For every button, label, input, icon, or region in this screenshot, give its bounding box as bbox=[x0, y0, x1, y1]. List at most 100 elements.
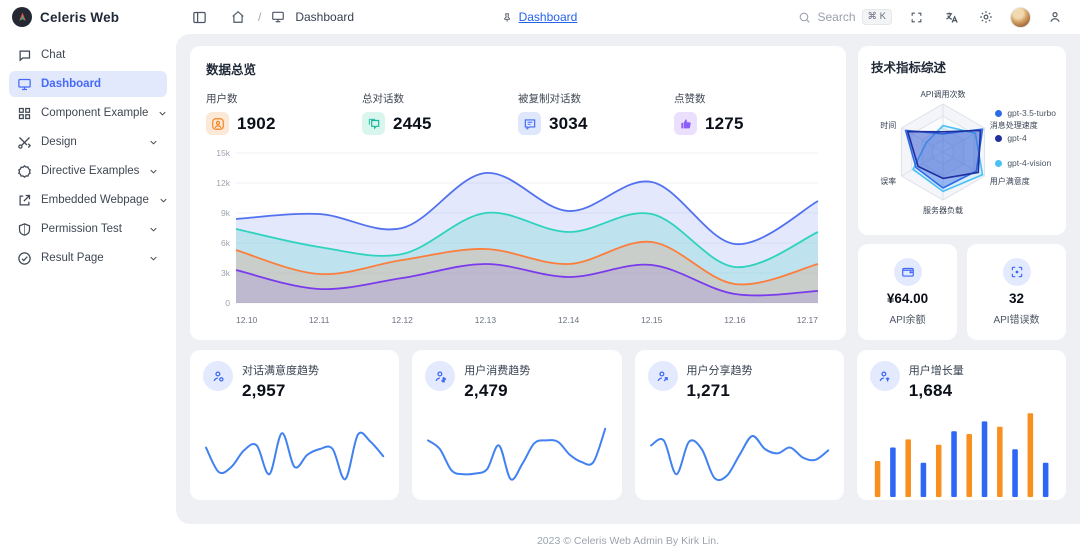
share-spark-chart bbox=[648, 405, 831, 493]
scan-icon bbox=[1002, 258, 1031, 286]
svg-text:误率: 误率 bbox=[880, 176, 896, 186]
app-logo-block[interactable]: Celeris Web bbox=[0, 7, 176, 27]
breadcrumb: / Dashboard bbox=[188, 6, 354, 28]
sidebar-item-dashboard[interactable]: Dashboard bbox=[9, 71, 167, 97]
settings-gear-icon[interactable] bbox=[975, 6, 997, 28]
tab-bar: Dashboard bbox=[500, 0, 578, 34]
svg-text:12.11: 12.11 bbox=[309, 315, 330, 325]
fullscreen-icon[interactable] bbox=[905, 6, 927, 28]
stat-total-conversations: 总对话数 2445 bbox=[362, 91, 518, 135]
chevron-down-icon bbox=[148, 224, 159, 235]
legend-gpt-4[interactable]: gpt-4 bbox=[995, 133, 1056, 143]
search-placeholder: Search bbox=[817, 10, 856, 24]
legend-dot bbox=[995, 159, 1003, 167]
user-growth-icon bbox=[869, 361, 900, 391]
chat-icon bbox=[19, 50, 31, 62]
sidebar-item-directive-examples[interactable]: Directive Examples bbox=[9, 158, 167, 184]
satisfaction-trend-card: 对话满意度趋势 2,957 bbox=[190, 350, 400, 500]
share-trend-card: 用户分享趋势 1,271 bbox=[634, 350, 844, 500]
user-share-icon bbox=[647, 361, 678, 391]
sidebar-item-chat[interactable]: Chat bbox=[9, 42, 167, 68]
overview-area-chart: 0 3k 6k 9k 12k 15k 12.10 12.11 12.12 12.13 12.14 12… bbox=[206, 143, 830, 331]
svg-text:12.14: 12.14 bbox=[558, 315, 580, 325]
spend-spark-chart bbox=[425, 405, 608, 493]
external-link-icon bbox=[19, 194, 31, 205]
legend-dot bbox=[995, 109, 1003, 117]
legend-label: gpt-4-vision bbox=[1007, 158, 1052, 168]
stat-likes: 点赞数 1275 bbox=[674, 91, 830, 135]
stat-value: 2445 bbox=[393, 113, 432, 133]
sidebar-item-permission-test[interactable]: Permission Test bbox=[9, 216, 167, 242]
sidebar: Chat Dashboard Component Example Design … bbox=[0, 34, 176, 558]
sidebar-item-label: Embedded Webpage bbox=[41, 194, 149, 206]
api-errors-value: 32 bbox=[1008, 291, 1025, 306]
api-balance-card: ¥64.00 API余额 bbox=[858, 244, 957, 340]
chevron-down-icon bbox=[157, 108, 168, 119]
spend-trend-card: 用户消费趋势 2,479 bbox=[412, 350, 622, 500]
svg-text:6k: 6k bbox=[221, 238, 231, 248]
svg-text:消息处理速度: 消息处理速度 bbox=[990, 120, 1038, 130]
chevron-down-icon bbox=[148, 253, 159, 264]
footer-text: 2023 © Celeris Web Admin By Kirk Lin. bbox=[536, 535, 720, 547]
trend-title: 对话满意度趋势 bbox=[242, 365, 319, 377]
svg-text:0: 0 bbox=[225, 298, 230, 308]
page-footer: 2023 © Celeris Web Admin By Kirk Lin. bbox=[176, 524, 1080, 558]
svg-text:12.13: 12.13 bbox=[475, 315, 497, 325]
main-content: 数据总览 用户数 1902 总对话数 bbox=[176, 34, 1080, 524]
api-errors-card: 32 API错误数 bbox=[967, 244, 1066, 340]
svg-text:12.17: 12.17 bbox=[797, 315, 819, 325]
chat-square-icon bbox=[518, 112, 541, 135]
profile-icon[interactable] bbox=[1044, 6, 1066, 28]
pin-icon[interactable] bbox=[500, 6, 514, 28]
app-title: Celeris Web bbox=[40, 9, 120, 25]
home-icon[interactable] bbox=[227, 6, 249, 28]
trend-value: 1,271 bbox=[686, 381, 731, 400]
search-shortcut: ⌘ K bbox=[861, 9, 892, 25]
svg-text:API调用次数: API调用次数 bbox=[921, 89, 966, 99]
user-circle-icon bbox=[206, 112, 229, 135]
trend-title: 用户分享趋势 bbox=[686, 365, 753, 377]
sidebar-item-label: Directive Examples bbox=[41, 165, 140, 177]
top-header: Celeris Web / Dashboard Dashboard bbox=[0, 0, 1080, 34]
stat-value: 1275 bbox=[705, 113, 744, 133]
monitor-icon bbox=[270, 6, 286, 28]
svg-text:12.16: 12.16 bbox=[724, 315, 746, 325]
user-satisfaction-icon bbox=[203, 361, 233, 391]
legend-gpt-35-turbo[interactable]: gpt-3.5-turbo bbox=[995, 108, 1056, 118]
sidebar-item-component-example[interactable]: Component Example bbox=[9, 100, 167, 126]
svg-text:服务器负载: 服务器负载 bbox=[923, 205, 963, 215]
sidebar-item-embedded-webpage[interactable]: Embedded Webpage bbox=[9, 187, 167, 213]
badge-icon bbox=[18, 164, 31, 178]
sidebar-item-design[interactable]: Design bbox=[9, 129, 167, 155]
translate-icon[interactable] bbox=[940, 6, 962, 28]
wallet-icon bbox=[893, 258, 922, 286]
api-errors-label: API错误数 bbox=[993, 315, 1040, 326]
satisfaction-spark-chart bbox=[203, 405, 386, 493]
stat-label: 总对话数 bbox=[362, 93, 404, 105]
stat-copied-conversations: 被复制对话数 3034 bbox=[518, 91, 674, 135]
tech-indicators-card: 技术指标综述 API调用次数 消息处理速度 用户满意度 服务器负载 误率 时间 gpt-3… bbox=[858, 46, 1066, 235]
trend-value: 1,684 bbox=[908, 381, 953, 400]
user-avatar[interactable] bbox=[1010, 6, 1031, 28]
chevron-down-icon bbox=[148, 137, 159, 148]
app-logo-icon bbox=[12, 7, 32, 27]
growth-card: 用户增长量 1,684 bbox=[856, 350, 1066, 500]
legend-dot bbox=[995, 134, 1003, 142]
svg-text:12k: 12k bbox=[216, 178, 230, 188]
shield-icon bbox=[18, 222, 31, 236]
stat-label: 点赞数 bbox=[674, 93, 706, 105]
api-balance-label: API余额 bbox=[889, 315, 926, 326]
stat-value: 1902 bbox=[237, 113, 276, 133]
overview-title: 数据总览 bbox=[206, 63, 257, 77]
tab-dashboard[interactable]: Dashboard bbox=[518, 10, 578, 24]
trend-title: 用户消费趋势 bbox=[464, 365, 531, 377]
legend-label: gpt-3.5-turbo bbox=[1007, 108, 1056, 118]
legend-gpt-4-vision[interactable]: gpt-4-vision bbox=[995, 158, 1056, 168]
search-input[interactable]: Search ⌘ K bbox=[798, 9, 892, 25]
design-tools-icon bbox=[18, 136, 32, 149]
header-actions: Search ⌘ K bbox=[798, 6, 1080, 28]
search-icon bbox=[800, 12, 811, 23]
sidebar-item-result-page[interactable]: Result Page bbox=[9, 245, 167, 271]
sidebar-collapse-icon[interactable] bbox=[188, 6, 210, 28]
sidebar-item-label: Chat bbox=[41, 49, 66, 61]
